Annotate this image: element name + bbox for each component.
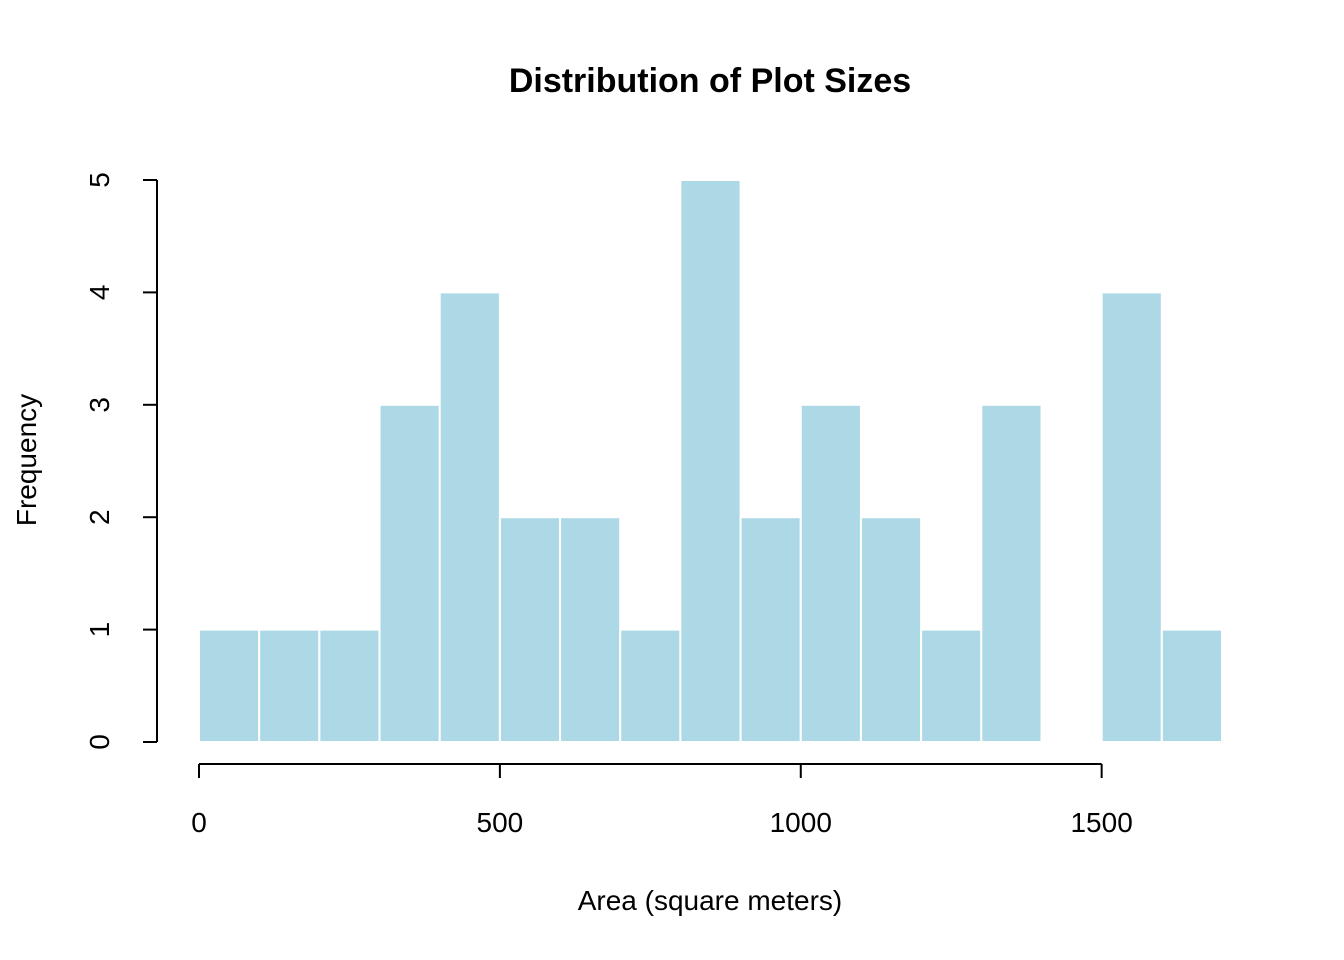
- y-tick-label: 2: [84, 509, 115, 525]
- x-axis-label: Area (square meters): [578, 885, 843, 916]
- histogram-bar-2: [318, 628, 381, 743]
- x-tick-label: 0: [191, 807, 207, 838]
- histogram-bar-15: [1100, 291, 1163, 743]
- x-tick-label: 1000: [770, 807, 832, 838]
- x-tick-label: 1500: [1070, 807, 1132, 838]
- histogram-bar-9: [739, 516, 802, 744]
- histogram-bar-6: [559, 516, 622, 744]
- x-axis: 0 500 1000 1500: [191, 763, 1133, 838]
- histogram-bar-8: [679, 179, 742, 743]
- y-tick-label: 3: [84, 397, 115, 413]
- y-axis: 0 1 2 3 4 5: [84, 172, 158, 750]
- y-tick-label: 4: [84, 285, 115, 301]
- histogram-bar-1: [258, 628, 321, 743]
- histogram-bar-4: [438, 291, 501, 743]
- chart-title: Distribution of Plot Sizes: [509, 62, 911, 100]
- y-tick-label: 5: [84, 172, 115, 188]
- histogram-bar-0: [198, 628, 261, 743]
- histogram-bar-13: [980, 403, 1043, 743]
- x-tick-label: 500: [477, 807, 524, 838]
- histogram-bar-7: [619, 628, 682, 743]
- histogram-bar-16: [1160, 628, 1223, 743]
- histogram-bar-10: [799, 403, 862, 743]
- histogram-bar-11: [859, 516, 923, 744]
- y-tick-label: 0: [84, 734, 115, 750]
- y-tick-label: 1: [84, 622, 115, 638]
- histogram-bar-3: [378, 403, 441, 743]
- histogram-bar-12: [920, 628, 983, 743]
- histogram-bar-5: [498, 516, 562, 744]
- y-axis-label: Frequency: [11, 394, 42, 526]
- bars-group: [198, 179, 1223, 744]
